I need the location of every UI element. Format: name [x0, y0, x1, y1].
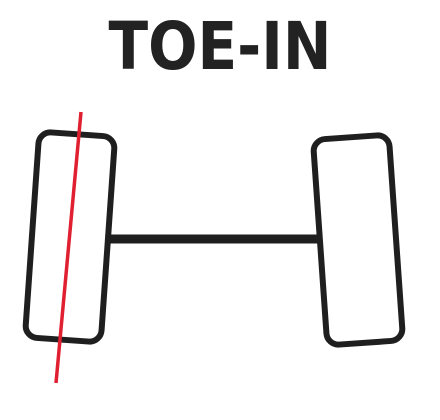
right-wheel [310, 132, 406, 348]
toe-angle-line [54, 111, 83, 384]
diagram-title: TOE-IN [108, 8, 332, 85]
